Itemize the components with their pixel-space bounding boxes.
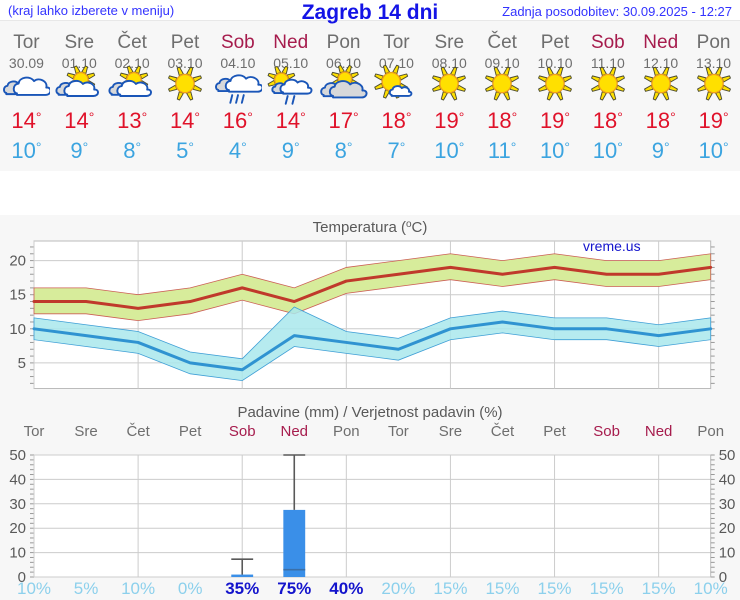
svg-text:20: 20 [719,520,736,537]
svg-text:Pon: Pon [697,423,724,440]
svg-text:10%: 10% [17,579,51,598]
svg-text:Sob: Sob [593,423,620,440]
svg-text:Sre: Sre [74,423,97,440]
svg-text:Ned: Ned [281,423,309,440]
svg-text:15%: 15% [538,579,572,598]
svg-text:10%: 10% [694,579,728,598]
svg-text:10: 10 [719,545,736,562]
svg-text:Sob: Sob [229,423,256,440]
svg-text:Pet: Pet [543,423,566,440]
svg-text:Čet: Čet [491,423,515,440]
svg-text:Pet: Pet [179,423,202,440]
svg-text:0%: 0% [178,579,203,598]
svg-text:20: 20 [9,520,26,537]
svg-text:15%: 15% [642,579,676,598]
svg-text:15%: 15% [590,579,624,598]
svg-text:30: 30 [719,496,736,513]
svg-text:10%: 10% [121,579,155,598]
svg-text:40: 40 [9,471,26,488]
svg-text:50: 50 [719,447,736,464]
svg-text:50: 50 [9,447,26,464]
svg-text:75%: 75% [277,579,311,598]
svg-text:Ned: Ned [645,423,673,440]
svg-text:Tor: Tor [388,423,409,440]
svg-text:Tor: Tor [24,423,45,440]
svg-text:10: 10 [9,545,26,562]
svg-text:5%: 5% [74,579,99,598]
svg-text:15%: 15% [485,579,519,598]
svg-text:Pon: Pon [333,423,360,440]
svg-text:Čet: Čet [126,423,150,440]
svg-text:15%: 15% [433,579,467,598]
svg-text:Padavine (mm) / Verjetnost pad: Padavine (mm) / Verjetnost padavin (%) [237,404,502,421]
svg-text:30: 30 [9,496,26,513]
svg-text:40%: 40% [329,579,363,598]
svg-text:20%: 20% [381,579,415,598]
svg-text:40: 40 [719,471,736,488]
svg-text:35%: 35% [225,579,259,598]
svg-text:Sre: Sre [439,423,462,440]
